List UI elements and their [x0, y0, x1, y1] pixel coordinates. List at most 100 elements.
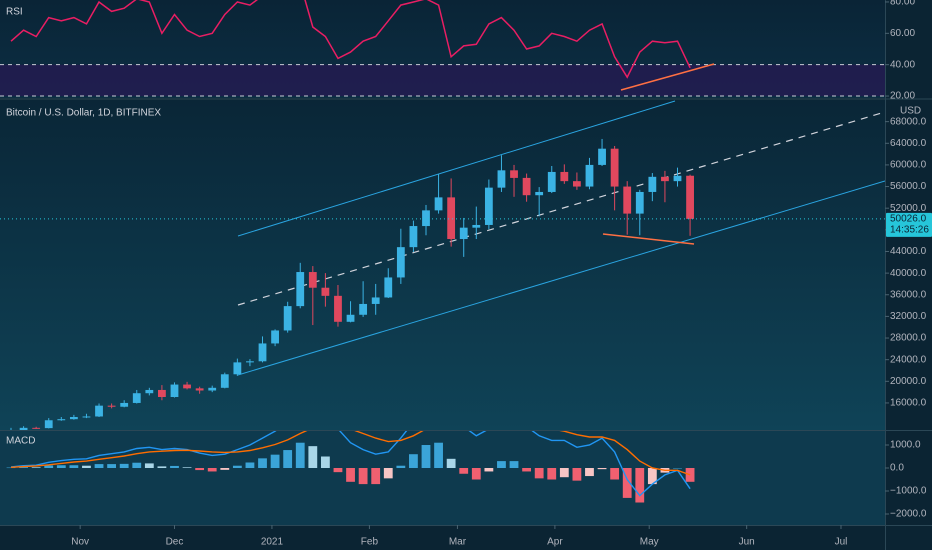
candle-body	[472, 224, 481, 228]
histogram-bar	[132, 462, 142, 469]
candle-body	[183, 384, 191, 389]
histogram-bar	[82, 465, 91, 469]
y-tick-label: 20000.0	[890, 376, 927, 387]
price-pane	[0, 100, 885, 430]
candle-body	[321, 287, 330, 296]
candle-body	[484, 187, 493, 225]
signal-line	[10, 431, 691, 476]
y-tick-label: 24000.0	[890, 354, 927, 365]
histogram-bar	[170, 465, 179, 469]
histogram-bar	[44, 465, 54, 469]
histogram-bar	[434, 442, 443, 469]
candle-body	[346, 314, 355, 322]
candle-body	[145, 389, 154, 394]
histogram-bar	[220, 468, 230, 470]
candle-body	[661, 176, 669, 182]
histogram-bar	[610, 468, 620, 480]
candle-body	[170, 384, 179, 397]
y-tick-label: 60000.0	[890, 160, 927, 171]
histogram-bar	[534, 468, 544, 479]
histogram-bar	[459, 468, 469, 474]
y-tick-label: 52000.0	[890, 203, 927, 214]
histogram-bar	[56, 465, 66, 469]
histogram-bar	[333, 468, 343, 473]
y-tick-label: −2000.0	[890, 509, 927, 520]
histogram-bar	[409, 454, 418, 469]
macd-title: MACD	[6, 436, 35, 447]
histogram-bar	[585, 468, 594, 477]
histogram-bar	[346, 468, 355, 482]
candle-body	[69, 417, 78, 420]
histogram-bar	[421, 445, 431, 469]
candle-body	[434, 197, 443, 211]
rsi-line	[10, 0, 691, 79]
y-axis-label: USD	[900, 106, 921, 117]
last-price-label: 50026.0	[890, 214, 927, 225]
histogram-bar	[283, 450, 293, 469]
countdown-label: 14:35:26	[890, 225, 929, 236]
candle-body	[158, 389, 166, 397]
candle-body	[371, 297, 380, 304]
histogram-bar	[471, 468, 481, 480]
histogram-bar	[509, 461, 519, 469]
x-tick-label: Dec	[166, 537, 184, 548]
candle-body	[422, 210, 430, 227]
candle-body	[82, 416, 91, 418]
candle-body	[409, 226, 418, 248]
y-tick-label: 64000.0	[890, 138, 927, 149]
price-title: Bitcoin / U.S. Dollar, 1D, BITFINEX	[6, 108, 161, 119]
x-tick-label: Jul	[835, 537, 848, 548]
histogram-bar	[597, 468, 607, 470]
candle-body	[396, 247, 405, 278]
histogram-bar	[308, 446, 318, 469]
histogram-bar	[358, 468, 368, 485]
candle-body	[585, 164, 594, 187]
histogram-bar	[622, 468, 632, 498]
macd-line	[10, 431, 691, 497]
candle-body	[195, 388, 204, 391]
candle-body	[95, 405, 103, 417]
y-tick-label: 20.00	[890, 91, 915, 102]
histogram-bar	[446, 458, 456, 469]
candle-body	[359, 303, 368, 315]
candle-body	[598, 148, 606, 165]
histogram-bar	[635, 468, 645, 503]
rsi-band	[0, 64, 885, 97]
macd-plot	[6, 431, 695, 503]
candle-body	[32, 427, 41, 429]
y-tick-label: −1000.0	[890, 486, 927, 497]
last-price-box	[886, 212, 932, 237]
y-tick-label: 40.00	[890, 59, 915, 70]
histogram-bar	[119, 463, 129, 469]
y-tick-label: 36000.0	[890, 289, 927, 300]
rsi-trend-line	[620, 63, 715, 91]
y-tick-label: 56000.0	[890, 181, 927, 192]
histogram-bar	[258, 458, 267, 469]
histogram-bar	[371, 468, 381, 485]
axes: 20.00 40.00 60.00 80.00 16000.0 20000.0 24000.…	[71, 0, 932, 548]
histogram-bar	[559, 468, 569, 478]
histogram-bar	[497, 461, 506, 469]
candle-body	[233, 362, 242, 375]
candle-body	[610, 148, 619, 187]
candle-body	[107, 405, 116, 407]
candle-body	[258, 343, 267, 362]
histogram-bar	[31, 467, 41, 469]
candle-body	[623, 186, 632, 214]
y-tick-label: 28000.0	[890, 333, 927, 344]
candle-body	[522, 177, 531, 196]
candle-body	[447, 197, 456, 240]
candle-body	[296, 272, 305, 307]
y-tick-label: 40000.0	[890, 268, 927, 279]
candle-body	[19, 427, 28, 430]
candle-body	[208, 387, 217, 391]
histogram-bar	[6, 467, 16, 469]
histogram-bar	[195, 468, 205, 471]
histogram-bar	[484, 468, 494, 472]
candle-body	[220, 374, 229, 388]
histogram-bar	[320, 456, 330, 469]
histogram-bar	[270, 454, 280, 469]
y-tick-label: 1000.0	[890, 440, 921, 451]
candle-body	[459, 227, 468, 240]
